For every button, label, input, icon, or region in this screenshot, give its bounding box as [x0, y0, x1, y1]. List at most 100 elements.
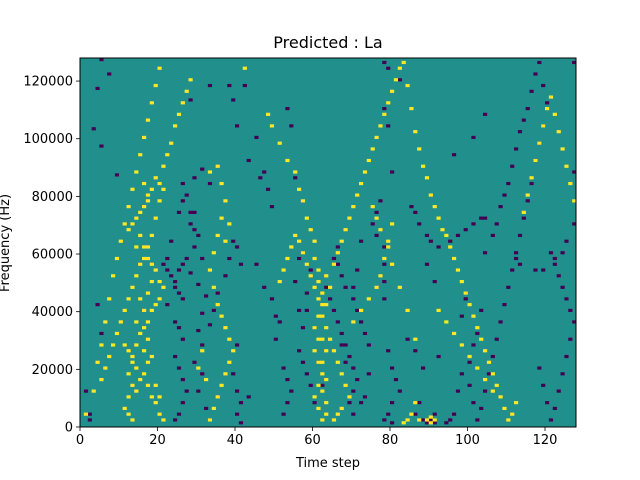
heatmap-cell-high — [320, 372, 325, 376]
heatmap-cell-low — [289, 389, 294, 393]
heatmap-cell-low — [483, 251, 488, 255]
heatmap-cell-low — [467, 383, 472, 387]
heatmap-cell-low — [479, 308, 484, 312]
heatmap-cell-low — [180, 337, 185, 341]
heatmap-cell-high — [134, 320, 139, 324]
heatmap-cell-high — [331, 349, 337, 353]
heatmap-cell-high — [142, 181, 147, 186]
heatmap-cell-low — [200, 311, 205, 315]
heatmap-cell-low — [463, 228, 468, 232]
heatmap-cell-low — [180, 401, 185, 405]
heatmap-cell-high — [417, 147, 422, 151]
heatmap-cell-low — [525, 199, 530, 203]
heatmap-cell-high — [401, 60, 406, 65]
x-tick-label: 120 — [533, 433, 558, 448]
heatmap-cell-high — [378, 124, 383, 128]
heatmap-cell-low — [475, 418, 480, 422]
heatmap-cell-high — [145, 245, 151, 249]
heatmap-cell-low — [173, 285, 178, 289]
heatmap-cell-low — [390, 170, 395, 174]
heatmap-cell-high — [130, 187, 135, 191]
heatmap-cell-high — [138, 233, 143, 238]
heatmap-cell-high — [328, 285, 333, 289]
heatmap-cell-high — [277, 141, 282, 145]
heatmap-cell-low — [169, 274, 174, 278]
heatmap-cell-low — [397, 389, 402, 393]
heatmap-cell-low — [541, 268, 546, 272]
heatmap-cell-high — [103, 320, 108, 324]
heatmap-cell-high — [130, 418, 135, 422]
heatmap-cell-low — [99, 331, 104, 336]
heatmap-cell-low — [184, 256, 189, 261]
heatmap-cell-high — [351, 320, 356, 324]
heatmap-cell-high — [126, 412, 131, 416]
heatmap-cell-low — [382, 418, 387, 422]
heatmap-cell-low — [432, 421, 437, 425]
heatmap-cell-high — [145, 337, 151, 341]
heatmap-cell-low — [382, 245, 387, 249]
heatmap-cell-high — [219, 383, 224, 387]
heatmap-cell-low — [304, 372, 309, 376]
heatmap-cell-high — [324, 412, 329, 416]
heatmap-cell-high — [134, 274, 139, 278]
heatmap-cell-high — [142, 135, 147, 140]
heatmap-cell-high — [374, 135, 379, 140]
heatmap-cell-low — [169, 239, 174, 243]
heatmap-cell-low — [514, 256, 519, 261]
heatmap-cell-high — [215, 164, 220, 168]
heatmap-cell-low — [359, 401, 364, 405]
heatmap-cell-high — [452, 256, 457, 261]
heatmap-cell-low — [297, 256, 302, 261]
heatmap-cell-low — [184, 389, 189, 393]
heatmap-cell-high — [374, 216, 379, 220]
heatmap-cell-low — [355, 377, 360, 382]
heatmap-cell-low — [273, 314, 278, 318]
heatmap-cell-low — [386, 412, 391, 416]
heatmap-cell-high — [316, 360, 321, 364]
heatmap-cell-low — [432, 412, 437, 416]
heatmap-cell-low — [471, 401, 476, 405]
heatmap-cell-low — [564, 297, 569, 301]
heatmap-cell-low — [297, 349, 302, 353]
heatmap-cell-low — [444, 421, 449, 425]
y-axis: 0 20000 40000 60000 80000 100000 120000 — [23, 75, 80, 436]
heatmap-cell-low — [246, 158, 251, 163]
heatmap-cell-low — [262, 170, 267, 174]
heatmap-cell-low — [483, 389, 488, 393]
heatmap-cell-high — [421, 164, 426, 168]
heatmap-cell-high — [157, 395, 162, 399]
heatmap-cell-high — [308, 274, 313, 278]
heatmap-cell-low — [494, 337, 499, 341]
heatmap-cell-low — [471, 222, 476, 226]
heatmap-cell-high — [211, 251, 216, 255]
heatmap-cell-high — [359, 308, 364, 312]
heatmap-cell-high — [165, 153, 170, 157]
heatmap-cell-high — [134, 170, 139, 174]
heatmap-cell-high — [486, 360, 492, 364]
heatmap-cell-high — [122, 406, 127, 410]
heatmap-cell-low — [572, 60, 577, 65]
heatmap-cell-high — [223, 239, 228, 243]
y-tick-label: 80000 — [32, 190, 73, 205]
heatmap-cell-high — [347, 216, 352, 220]
heatmap-cell-low — [211, 308, 216, 312]
heatmap-cell-low — [572, 320, 577, 324]
heatmap-cell-high — [138, 377, 143, 382]
heatmap-cell-low — [533, 268, 538, 272]
heatmap-cell-high — [483, 377, 488, 382]
heatmap-cell-low — [328, 297, 333, 301]
x-tick-label: 80 — [382, 433, 399, 448]
heatmap-cell-high — [351, 205, 356, 209]
heatmap-cell-high — [138, 262, 143, 266]
heatmap-cell-low — [215, 291, 220, 295]
heatmap-cell-high — [397, 285, 402, 289]
heatmap-cell-high — [157, 279, 162, 284]
heatmap-cell-high — [514, 401, 519, 405]
heatmap-cell-high — [153, 303, 158, 307]
y-tick-label: 20000 — [32, 363, 73, 378]
heatmap-cell-low — [285, 107, 290, 111]
heatmap-cell-high — [219, 181, 224, 186]
heatmap-cell-low — [192, 176, 197, 180]
heatmap-cell-low — [173, 354, 178, 359]
heatmap-cell-low — [378, 199, 383, 203]
